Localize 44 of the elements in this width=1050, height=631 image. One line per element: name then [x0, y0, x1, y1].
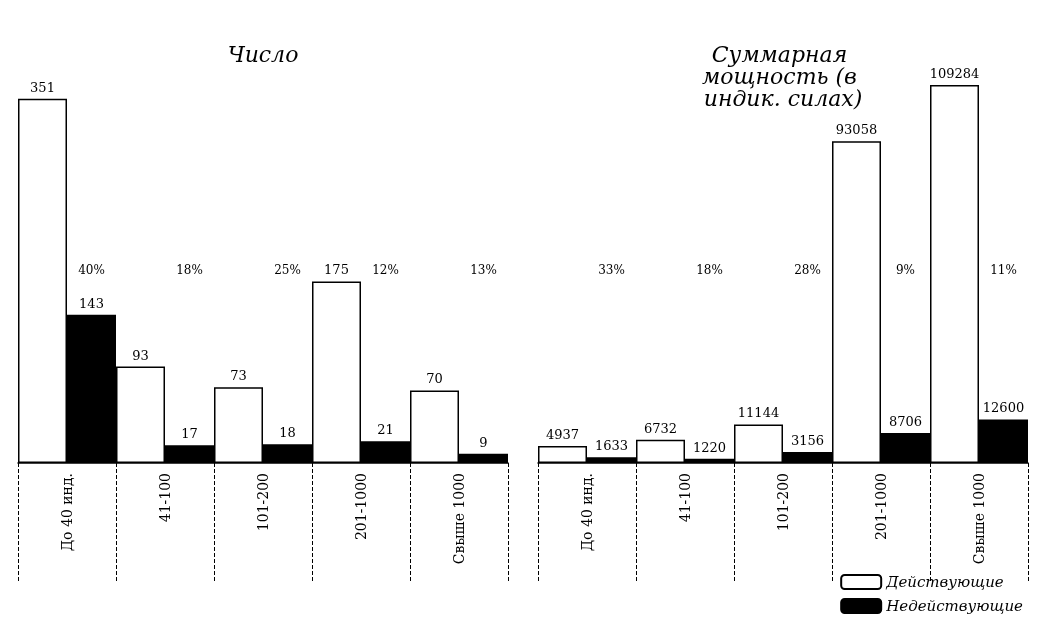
x-tick-label: 41-100 [157, 473, 173, 523]
legend-label: Действующие [885, 573, 1004, 591]
x-tick-label: До 40 инд. [579, 473, 595, 552]
data-label: 1633 [594, 438, 629, 454]
x-tick-label: До 40 инд. [59, 473, 75, 552]
data-label: 73 [230, 368, 247, 384]
annotation: 25% [274, 263, 301, 277]
data-label: 93 [132, 347, 149, 363]
data-label: 3156 [790, 433, 825, 449]
data-label: 12600 [982, 400, 1025, 416]
data-label: 143 [79, 295, 104, 311]
annotation: 11% [990, 263, 1017, 277]
annotation: 40% [78, 263, 105, 277]
data-label: 109284 [929, 66, 980, 82]
data-label: 1220 [692, 439, 727, 455]
annotation: 9% [895, 263, 916, 277]
chart-title: Число [227, 41, 299, 67]
x-tick-label: Свыше 1000 [451, 473, 467, 565]
data-label: 9 [479, 434, 488, 450]
data-label: 18 [279, 425, 296, 441]
x-tick-label: Свыше 1000 [971, 473, 987, 565]
annotation: 13% [470, 263, 497, 277]
legend-label: Недействующие [885, 597, 1024, 615]
data-label: 93058 [835, 122, 878, 138]
annotation: 28% [794, 263, 821, 277]
annotation: 18% [696, 263, 723, 277]
x-tick-label: 201-1000 [353, 473, 369, 541]
data-label: 6732 [643, 420, 678, 436]
data-label: 70 [426, 371, 443, 387]
x-tick-label: 101-200 [775, 473, 791, 532]
x-tick-label: 201-1000 [873, 473, 889, 541]
x-tick-label: 41-100 [677, 473, 693, 523]
data-label: 4937 [545, 426, 580, 442]
annotation: 18% [176, 263, 203, 277]
x-tick-label: 101-200 [255, 473, 271, 532]
annotation: 12% [372, 263, 399, 277]
chart-title: Суммарная мощность (в индик. силах) [702, 41, 864, 111]
data-label: 17 [181, 426, 198, 442]
data-label: 11144 [737, 405, 780, 421]
data-label: 351 [30, 79, 55, 95]
annotation: 33% [598, 263, 625, 277]
data-label: 21 [377, 422, 394, 438]
data-label: 8706 [888, 413, 923, 429]
data-label: 175 [324, 262, 349, 278]
